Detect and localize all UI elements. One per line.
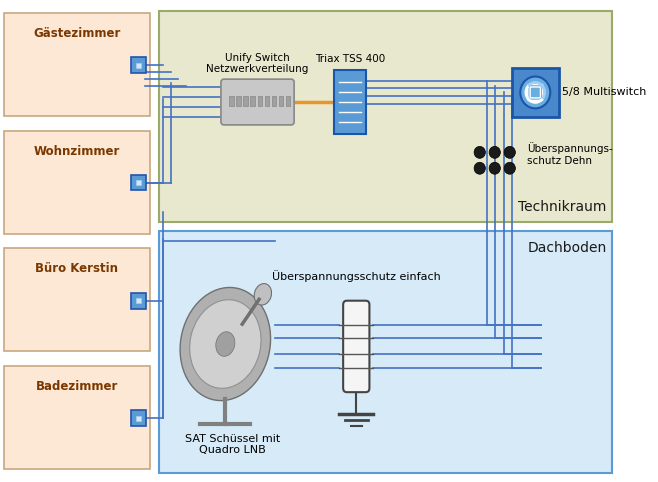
Text: Triax TSS 400: Triax TSS 400	[315, 54, 385, 64]
Bar	[243, 96, 248, 106]
Ellipse shape	[180, 287, 270, 401]
Bar	[236, 96, 241, 106]
Circle shape	[474, 147, 486, 158]
Text: Badezimmer: Badezimmer	[36, 379, 118, 392]
Bar	[159, 11, 613, 222]
Circle shape	[520, 77, 550, 108]
Bar	[278, 96, 284, 106]
Bar	[5, 248, 149, 351]
FancyBboxPatch shape	[343, 301, 369, 392]
Bar	[286, 96, 290, 106]
Circle shape	[474, 162, 486, 174]
Bar	[136, 298, 141, 303]
Circle shape	[504, 147, 515, 158]
Circle shape	[504, 162, 515, 174]
FancyBboxPatch shape	[334, 70, 366, 134]
Text: Büro Kerstin: Büro Kerstin	[36, 262, 118, 275]
Bar	[5, 131, 149, 234]
FancyBboxPatch shape	[131, 174, 146, 190]
FancyBboxPatch shape	[221, 79, 294, 125]
Bar	[136, 63, 141, 67]
Bar	[5, 366, 149, 469]
Text: Gästezimmer: Gästezimmer	[34, 27, 120, 40]
Circle shape	[489, 147, 500, 158]
Text: Wohnzimmer: Wohnzimmer	[34, 145, 120, 158]
FancyBboxPatch shape	[131, 293, 146, 309]
FancyBboxPatch shape	[512, 67, 559, 117]
Bar	[159, 231, 613, 473]
Bar	[257, 96, 263, 106]
Text: Technikraum: Technikraum	[519, 200, 607, 214]
Text: Dachboden: Dachboden	[528, 241, 607, 255]
Ellipse shape	[190, 300, 261, 388]
Circle shape	[489, 162, 500, 174]
Text: Überspannungsschutz einfach: Überspannungsschutz einfach	[272, 270, 441, 282]
Text: SAT Schüssel mit
Quadro LNB: SAT Schüssel mit Quadro LNB	[185, 433, 280, 455]
Text: Unify Switch
Netzwerkverteilung: Unify Switch Netzwerkverteilung	[207, 53, 309, 74]
Bar	[230, 96, 234, 106]
Bar	[136, 180, 141, 185]
Bar	[5, 13, 149, 116]
Ellipse shape	[254, 283, 272, 305]
Bar	[136, 416, 141, 421]
Text: Überspannungs-
schutz Dehn: Überspannungs- schutz Dehn	[526, 142, 613, 166]
FancyBboxPatch shape	[131, 410, 146, 426]
FancyBboxPatch shape	[131, 57, 146, 73]
Bar	[272, 96, 276, 106]
Ellipse shape	[216, 332, 235, 356]
Bar	[265, 96, 269, 106]
Bar	[251, 96, 255, 106]
Text: 5/8 Multiswitch: 5/8 Multiswitch	[563, 87, 647, 97]
